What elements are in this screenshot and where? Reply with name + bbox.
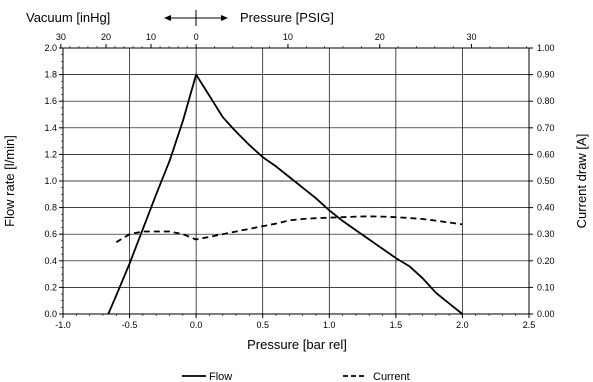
x-tick-label: 2.0: [456, 320, 469, 330]
y-right-tick-label: 0.90: [537, 70, 555, 80]
x-tick-label: 0.0: [190, 320, 203, 330]
grid: [63, 48, 529, 314]
top-axis-tick-label: 0: [194, 32, 199, 42]
y-left-tick-label: 0.2: [44, 282, 57, 292]
top-axis-tick-label: 10: [146, 32, 156, 42]
x-tick-label: 2.5: [523, 320, 536, 330]
y-left-tick-label: 2.0: [44, 43, 57, 53]
y-left-tick-label: 0.4: [44, 256, 57, 266]
top-axis-tick-label: 30: [56, 32, 66, 42]
y-right-tick-label: 1.00: [537, 43, 555, 53]
top-axis-pressure-label: Pressure [PSIG]: [240, 10, 334, 25]
y-left-tick-label: 0.6: [44, 229, 57, 239]
top-axis-header: Vacuum [inHg] Pressure [PSIG]: [26, 10, 334, 26]
y-right-tick-label: 0.10: [537, 282, 555, 292]
y-left-tick-label: 0.0: [44, 309, 57, 319]
y-left-tick-label: 1.0: [44, 176, 57, 186]
y-right-tick-label: 0.00: [537, 309, 555, 319]
top-axis-arrow-right: [221, 15, 228, 21]
top-axis-vacuum-label: Vacuum [inHg]: [26, 10, 110, 25]
top-axis-tick-label: 30: [466, 32, 476, 42]
y-right-tick-label: 0.60: [537, 149, 555, 159]
x-tick-label: 0.5: [256, 320, 269, 330]
y-axis-right-title: Current draw [A]: [574, 134, 589, 229]
y-right-tick-label: 0.20: [537, 256, 555, 266]
y-left-tick-label: 1.4: [44, 123, 57, 133]
y-left-tick-label: 1.2: [44, 149, 57, 159]
y-right-tick-label: 0.30: [537, 229, 555, 239]
y-left-tick-label: 1.8: [44, 70, 57, 80]
y-right-tick-label: 0.40: [537, 203, 555, 213]
legend: Flow Current: [182, 371, 410, 382]
series-current-line: [115, 215, 463, 243]
y-right-tick-label: 0.70: [537, 123, 555, 133]
y-left-tick-label: 0.8: [44, 203, 57, 213]
x-tick-label: -1.0: [55, 320, 71, 330]
y-right-tick-label: 0.50: [537, 176, 555, 186]
legend-current-label: Current: [373, 371, 410, 382]
axes: -1.0 -0.5 0.0 0.5 1.0 1.5 2.0 2.5 0.0 0.2 0.4 0.6 0.…: [44, 32, 554, 330]
top-axis-tick-label: 20: [375, 32, 385, 42]
top-axis-arrow-left: [164, 15, 171, 21]
x-tick-label: -0.5: [122, 320, 138, 330]
y-axis-left-title: Flow rate [l/min]: [2, 135, 17, 227]
x-tick-label: 1.0: [323, 320, 336, 330]
x-axis-title: Pressure [bar rel]: [247, 337, 347, 352]
x-tick-label: 1.5: [390, 320, 403, 330]
y-right-tick-label: 0.80: [537, 96, 555, 106]
top-axis-tick-label: 20: [101, 32, 111, 42]
series-layer: [107, 73, 463, 315]
y-left-tick-label: 1.6: [44, 96, 57, 106]
top-axis-tick-label: 10: [283, 32, 293, 42]
legend-flow-label: Flow: [209, 371, 232, 382]
series-flow-line: [107, 73, 463, 315]
